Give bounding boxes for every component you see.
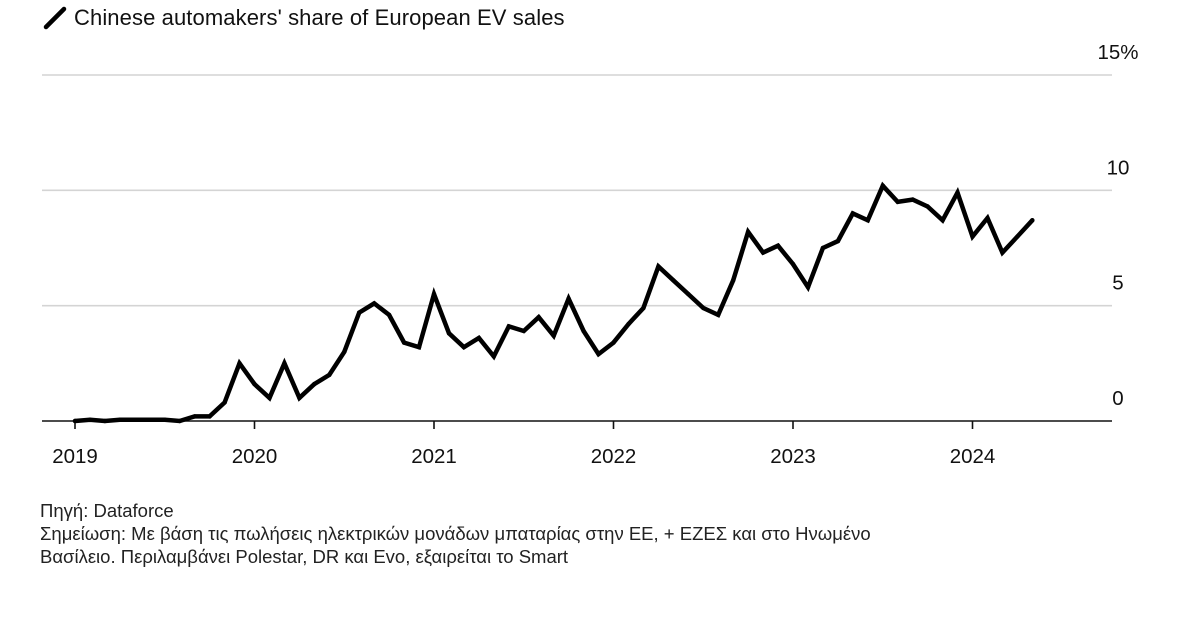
data-point xyxy=(401,340,407,345)
x-tick-label: 2024 xyxy=(950,445,996,468)
data-point xyxy=(850,211,855,216)
data-point xyxy=(87,417,93,422)
line-chart: 15% 10 5 0 2019 2020 2021 2022 2023 2024 xyxy=(42,41,1139,468)
data-point xyxy=(476,335,482,341)
data-point xyxy=(865,218,870,223)
x-tick-label: 2022 xyxy=(591,445,637,468)
y-tick-label: 15% xyxy=(1097,41,1138,64)
footnote-line-2: Βασίλειο. Περιλαμβάνει Polestar, DR και … xyxy=(40,546,569,567)
data-point xyxy=(790,261,796,267)
data-point xyxy=(835,238,841,244)
data-point xyxy=(312,381,317,387)
data-point xyxy=(626,321,631,327)
data-point xyxy=(760,250,766,255)
data-point xyxy=(895,199,900,205)
data-point xyxy=(267,395,272,401)
data-point xyxy=(222,400,227,405)
data-point xyxy=(581,328,586,334)
data-point xyxy=(521,328,526,334)
series-points xyxy=(72,183,1035,424)
data-point xyxy=(506,324,511,329)
data-point xyxy=(117,417,123,422)
data-point xyxy=(1015,234,1020,239)
data-point xyxy=(72,418,78,424)
y-tick-label: 5 xyxy=(1112,272,1123,295)
footnote-line-1: Σημείωση: Με βάση τις πωλήσεις ηλεκτρικώ… xyxy=(40,523,871,544)
data-point xyxy=(282,361,287,366)
data-point xyxy=(386,312,392,318)
y-axis-tick-labels: 15% 10 5 0 xyxy=(1097,41,1138,410)
data-point xyxy=(910,197,915,202)
data-point xyxy=(596,351,601,357)
data-point xyxy=(192,414,197,419)
legend-line-icon xyxy=(43,6,67,30)
data-point xyxy=(446,331,452,336)
data-point xyxy=(536,315,541,320)
source-note: Πηγή: Dataforce xyxy=(40,500,174,521)
data-point xyxy=(162,417,167,422)
data-point xyxy=(940,218,945,223)
x-tick-label: 2019 xyxy=(52,445,98,468)
data-point xyxy=(566,296,571,301)
chart-legend: Chinese automakers' share of European EV… xyxy=(40,3,565,33)
data-point xyxy=(925,204,930,209)
data-point xyxy=(805,285,811,290)
data-point xyxy=(716,312,721,318)
data-point xyxy=(656,264,661,269)
data-point xyxy=(671,278,676,283)
data-point xyxy=(132,417,137,422)
data-point xyxy=(147,417,152,422)
data-point xyxy=(970,234,975,239)
data-point xyxy=(731,278,736,283)
data-point xyxy=(372,301,377,306)
data-point xyxy=(551,333,556,338)
data-point xyxy=(701,305,706,311)
legend-series-label: Chinese automakers' share of European EV… xyxy=(74,5,565,30)
data-point xyxy=(237,361,242,366)
data-point xyxy=(955,190,960,195)
data-point xyxy=(357,310,362,315)
data-point xyxy=(745,229,751,235)
data-point xyxy=(207,414,212,419)
series-line xyxy=(72,181,1035,424)
data-point xyxy=(611,340,616,345)
y-tick-label: 10 xyxy=(1107,156,1130,179)
data-point xyxy=(880,183,885,188)
data-point xyxy=(1030,218,1035,223)
data-point xyxy=(985,215,990,221)
x-tick-label: 2020 xyxy=(232,445,278,468)
x-tick-label: 2023 xyxy=(770,445,816,468)
data-point xyxy=(102,418,108,424)
data-point xyxy=(177,418,182,424)
x-axis-ticks: 2019 2020 2021 2022 2023 2024 xyxy=(52,421,995,468)
chart-footer: Πηγή: Dataforce Σημείωση: Με βάση τις πω… xyxy=(40,499,871,568)
data-point xyxy=(820,245,826,251)
data-point xyxy=(252,381,257,387)
data-point xyxy=(775,243,781,248)
data-point xyxy=(431,291,437,297)
data-point xyxy=(1000,250,1005,255)
data-point xyxy=(297,395,302,401)
data-point xyxy=(327,372,332,378)
data-point xyxy=(686,291,691,297)
data-point xyxy=(641,305,646,311)
data-point xyxy=(491,354,496,359)
data-point xyxy=(342,349,347,354)
data-point xyxy=(416,345,422,350)
y-tick-label: 0 xyxy=(1112,387,1123,410)
x-tick-label: 2021 xyxy=(411,445,457,468)
data-point xyxy=(461,345,467,350)
gridlines xyxy=(42,74,1112,307)
